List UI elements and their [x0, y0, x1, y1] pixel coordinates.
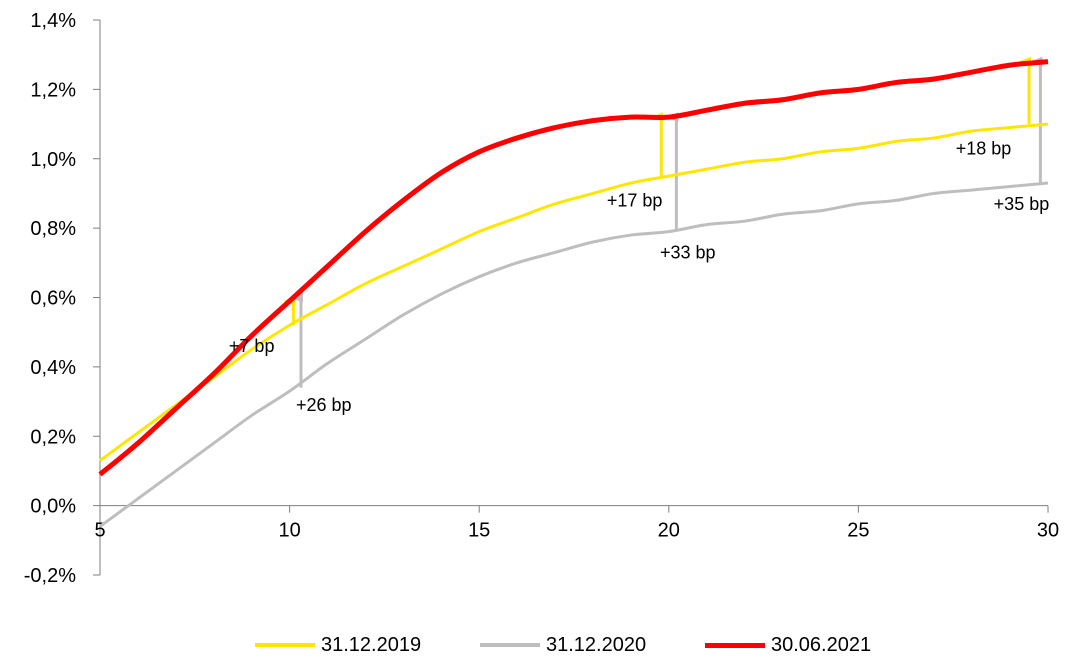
- legend-swatch: [255, 643, 315, 647]
- series-lines: [98, 59, 1049, 528]
- annotation-arrows: [283, 56, 1043, 388]
- annotation-label: +7 bp: [229, 336, 275, 356]
- x-tick-label: 10: [278, 520, 300, 542]
- legend-swatch: [480, 643, 540, 647]
- annotation-label: +35 bp: [994, 194, 1050, 214]
- legend-item-1: 31.12.2019: [255, 630, 421, 660]
- x-tick-label: 25: [847, 520, 869, 542]
- y-tick-label: -0,2%: [24, 565, 76, 587]
- legend-label: 31.12.2020: [546, 633, 647, 656]
- y-tick-label: 0,8%: [30, 218, 76, 240]
- annotation-label: +26 bp: [296, 395, 352, 415]
- y-tick-label: 0,4%: [30, 357, 76, 379]
- legend-label: 31.12.2019: [321, 633, 422, 656]
- axes: -0,2% 0,0% 0,2% 0,4% 0,6% 0,8% 1,0% 1,2% 1,4% 5 10…: [24, 10, 1059, 587]
- y-tick-label: 0,6%: [30, 288, 76, 310]
- y-tick-label: 0,2%: [30, 426, 76, 448]
- legend-swatch: [705, 642, 765, 648]
- x-tick-label: 30: [1037, 520, 1059, 542]
- x-tick-label: 20: [658, 520, 680, 542]
- annotation-label: +18 bp: [956, 138, 1012, 158]
- legend-item-3: 30.06.2021: [705, 630, 871, 660]
- y-tick-label: 1,0%: [30, 149, 76, 171]
- series-line-3: [98, 59, 1049, 477]
- x-tick-label: 15: [468, 520, 490, 542]
- y-tick-label: 1,2%: [30, 79, 76, 101]
- annotation-labels: +7 bp +26 bp +17 bp +33 bp +18 bp +35 bp: [229, 138, 1049, 415]
- legend-label: 30.06.2021: [771, 633, 872, 656]
- x-tick-label: 5: [94, 520, 105, 542]
- annotation-label: +33 bp: [660, 242, 716, 262]
- legend: 31.12.2019 31.12.2020 30.06.2021: [0, 630, 1066, 660]
- y-tick-label: 0,0%: [30, 496, 76, 518]
- series-line-2: [99, 181, 1049, 528]
- series-line-1: [99, 122, 1049, 462]
- annotation-label: +17 bp: [607, 190, 663, 210]
- y-tick-label: 1,4%: [30, 10, 76, 32]
- legend-item-2: 31.12.2020: [480, 630, 646, 660]
